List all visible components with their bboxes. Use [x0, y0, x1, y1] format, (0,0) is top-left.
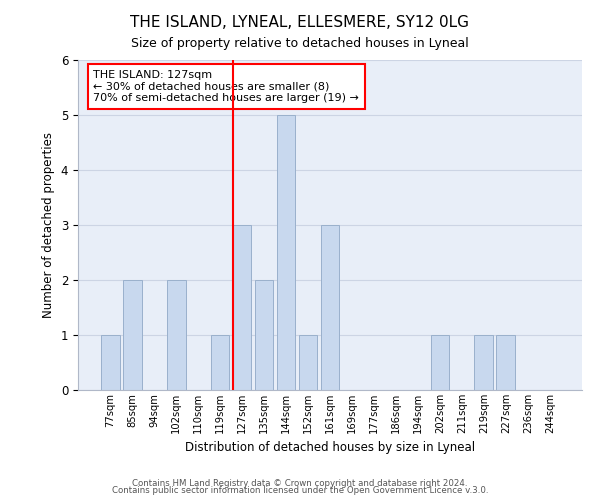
Text: Contains HM Land Registry data © Crown copyright and database right 2024.: Contains HM Land Registry data © Crown c… — [132, 478, 468, 488]
Bar — [299, 335, 317, 390]
Bar — [277, 115, 295, 390]
Bar — [431, 335, 449, 390]
Bar — [496, 335, 515, 390]
Bar — [475, 335, 493, 390]
Bar — [167, 280, 185, 390]
Bar — [123, 280, 142, 390]
Bar — [233, 225, 251, 390]
Text: THE ISLAND: 127sqm
← 30% of detached houses are smaller (8)
70% of semi-detached: THE ISLAND: 127sqm ← 30% of detached hou… — [93, 70, 359, 103]
Bar — [320, 225, 340, 390]
Bar — [101, 335, 119, 390]
Bar — [211, 335, 229, 390]
X-axis label: Distribution of detached houses by size in Lyneal: Distribution of detached houses by size … — [185, 442, 475, 454]
Text: Contains public sector information licensed under the Open Government Licence v.: Contains public sector information licen… — [112, 486, 488, 495]
Text: THE ISLAND, LYNEAL, ELLESMERE, SY12 0LG: THE ISLAND, LYNEAL, ELLESMERE, SY12 0LG — [131, 15, 470, 30]
Y-axis label: Number of detached properties: Number of detached properties — [42, 132, 55, 318]
Text: Size of property relative to detached houses in Lyneal: Size of property relative to detached ho… — [131, 38, 469, 51]
Bar — [255, 280, 274, 390]
